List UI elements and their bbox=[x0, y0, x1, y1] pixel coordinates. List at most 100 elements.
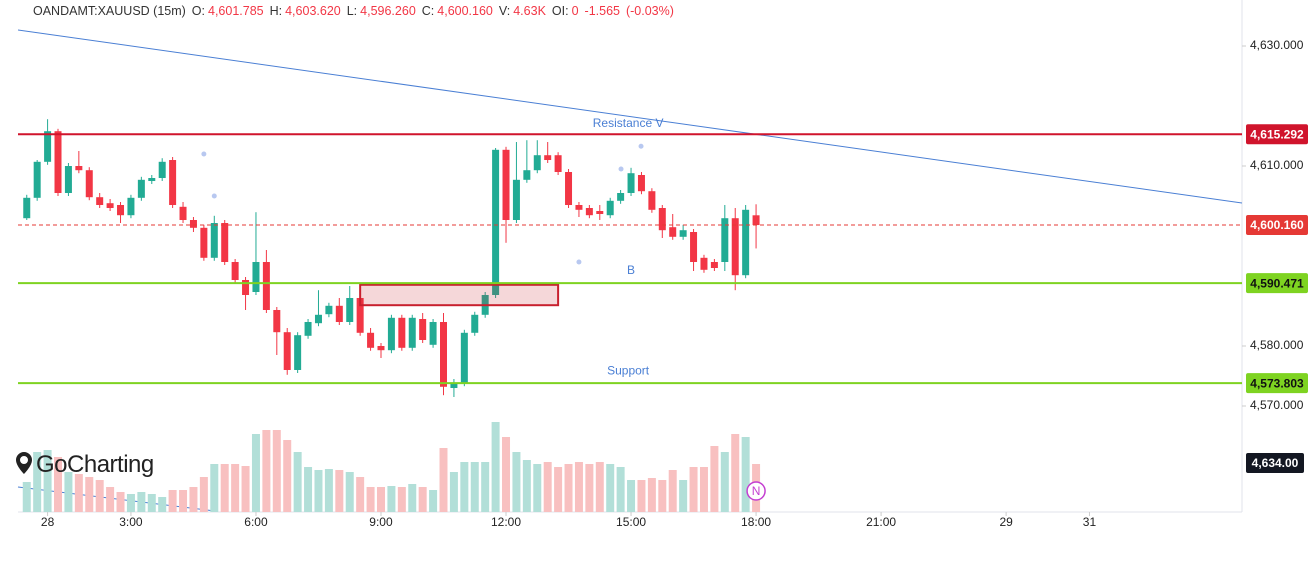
volume-bar bbox=[449, 472, 458, 512]
candle-body bbox=[346, 297, 354, 322]
candle-body bbox=[85, 170, 93, 198]
candle-body bbox=[127, 197, 135, 216]
candle-body bbox=[179, 206, 187, 221]
marker-dot bbox=[618, 166, 624, 172]
candle-body bbox=[710, 261, 718, 268]
x-tick-label: 21:00 bbox=[866, 515, 896, 529]
x-tick-label: 6:00 bbox=[244, 515, 268, 529]
volume-bar bbox=[54, 457, 63, 512]
candle-body bbox=[679, 230, 687, 237]
volume-bar bbox=[606, 464, 615, 512]
header: OANDAMT:XAUUSD (15m) O: 4,601.785 H: 4,603.6… bbox=[33, 4, 680, 18]
candle-body bbox=[585, 208, 593, 216]
candle-body bbox=[606, 200, 614, 216]
price-label: 4,590.471 bbox=[1250, 276, 1304, 290]
volume-bar bbox=[95, 480, 104, 512]
volume-bar bbox=[397, 487, 406, 512]
annotation: Support bbox=[607, 363, 650, 377]
candle-body bbox=[637, 175, 645, 192]
volume-bar bbox=[345, 472, 354, 512]
candle-body bbox=[304, 321, 312, 336]
candle-body bbox=[367, 332, 375, 348]
volume-bar bbox=[147, 494, 156, 512]
volume-bar bbox=[262, 430, 271, 512]
candle-body bbox=[75, 166, 83, 171]
candle-body bbox=[669, 227, 677, 237]
volume-bar bbox=[64, 472, 73, 512]
marker-dot bbox=[638, 143, 644, 149]
volume-bar bbox=[324, 469, 333, 512]
volume-bar bbox=[210, 464, 219, 512]
candle-body bbox=[523, 170, 531, 180]
candle-body bbox=[617, 193, 625, 201]
volume-bar bbox=[251, 434, 260, 512]
volume-bar bbox=[689, 467, 698, 512]
x-tick-label: 3:00 bbox=[119, 515, 143, 529]
volume-bar bbox=[720, 452, 729, 512]
volume-bar bbox=[304, 467, 313, 512]
candle-body bbox=[387, 317, 395, 351]
candle-body bbox=[492, 149, 500, 295]
field-label: V: bbox=[498, 4, 511, 18]
candle-body bbox=[377, 345, 385, 351]
symbol: OANDAMT:XAUUSD (15m) bbox=[33, 4, 186, 18]
candle-body bbox=[752, 215, 760, 226]
volume-bar bbox=[199, 477, 208, 512]
volume-bar bbox=[699, 467, 708, 512]
x-tick-label: 15:00 bbox=[616, 515, 646, 529]
candle-body bbox=[169, 160, 177, 206]
plot bbox=[18, 29, 1242, 512]
candle-body bbox=[690, 232, 698, 262]
logo-text: GoCharting bbox=[36, 451, 154, 478]
candle-body bbox=[314, 314, 322, 324]
volume-bar bbox=[595, 462, 604, 512]
marker-dot bbox=[576, 259, 582, 265]
volume-bar bbox=[491, 422, 500, 512]
volume-bar bbox=[574, 462, 583, 512]
candle-body bbox=[700, 257, 708, 270]
volume-bar bbox=[314, 470, 323, 512]
volume-bar bbox=[158, 497, 167, 512]
candle-body bbox=[44, 131, 52, 162]
candle-body bbox=[54, 131, 62, 194]
price-label-bg bbox=[1246, 215, 1308, 236]
volume-bar bbox=[168, 490, 177, 512]
field-label: H: bbox=[269, 4, 283, 18]
volume-bar bbox=[272, 430, 281, 512]
volume-bar bbox=[33, 452, 42, 512]
candle-body bbox=[106, 203, 114, 209]
volume-bar bbox=[43, 450, 52, 512]
volume-bar bbox=[512, 452, 521, 512]
volume-bar bbox=[637, 480, 646, 512]
x-tick-label: 18:00 bbox=[741, 515, 771, 529]
x-tick-label: 29 bbox=[999, 515, 1013, 529]
volume-bar bbox=[543, 462, 552, 512]
candle-body bbox=[273, 309, 281, 333]
volume-bar bbox=[481, 462, 490, 512]
volume-bar bbox=[189, 487, 198, 512]
volume-bar bbox=[647, 478, 656, 512]
candle-body bbox=[64, 166, 72, 194]
candle-body bbox=[429, 321, 437, 345]
volume-bar bbox=[231, 464, 240, 512]
volume-bar bbox=[376, 487, 385, 512]
volume-bar bbox=[22, 482, 31, 512]
candle-body bbox=[533, 155, 541, 171]
candle-body bbox=[450, 383, 458, 388]
candle-body bbox=[512, 179, 520, 221]
candle-body bbox=[460, 332, 468, 384]
candle-body bbox=[575, 205, 583, 210]
candle-body bbox=[158, 161, 166, 179]
news-marker-label: N bbox=[752, 484, 761, 498]
change: -1.565 bbox=[584, 4, 620, 18]
x-tick-label: 31 bbox=[1083, 515, 1097, 529]
field-label: C: bbox=[421, 4, 435, 18]
candle-body bbox=[252, 261, 260, 292]
candle-body bbox=[471, 314, 479, 333]
candle-body bbox=[721, 218, 729, 262]
volume-bar bbox=[741, 437, 750, 512]
candle-body bbox=[731, 218, 739, 276]
candle-body bbox=[658, 208, 666, 231]
candle-body bbox=[242, 279, 250, 295]
volume-bar bbox=[533, 464, 542, 512]
